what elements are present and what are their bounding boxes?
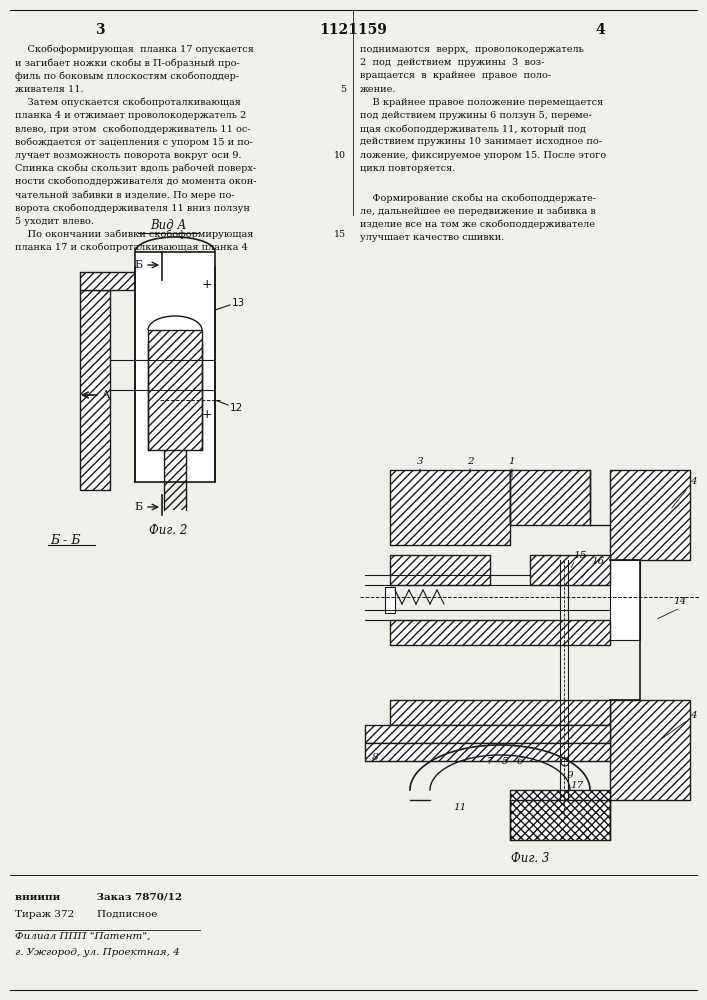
Text: 3: 3 xyxy=(95,23,105,37)
Bar xyxy=(510,470,590,525)
Bar xyxy=(390,700,610,725)
Text: планка 4 и отжимает проволокодержатель 2: планка 4 и отжимает проволокодержатель 2 xyxy=(15,111,246,120)
Text: ности скобоподдерживателя до момента окон-: ности скобоподдерживателя до момента око… xyxy=(15,177,257,186)
Bar xyxy=(610,470,690,560)
Bar xyxy=(610,470,690,560)
Bar xyxy=(510,470,590,525)
Text: 12: 12 xyxy=(230,403,243,413)
Bar xyxy=(365,743,610,761)
Bar xyxy=(390,470,510,545)
Text: Б - Б: Б - Б xyxy=(50,534,81,546)
Text: 10: 10 xyxy=(334,151,346,160)
Text: под действием пружины 6 ползун 5, переме-: под действием пружины 6 ползун 5, переме… xyxy=(360,111,592,120)
Text: 2  под  действием  пружины  3  воз-: 2 под действием пружины 3 воз- xyxy=(360,58,544,67)
Text: ворота скобоподдерживателя 11 вниз ползун: ворота скобоподдерживателя 11 вниз ползу… xyxy=(15,203,250,213)
Bar xyxy=(80,272,190,290)
Bar xyxy=(510,790,610,840)
Text: 6: 6 xyxy=(517,758,523,766)
Text: Б: Б xyxy=(135,260,143,270)
Text: А: А xyxy=(102,390,110,400)
Text: 11: 11 xyxy=(453,802,467,812)
Bar xyxy=(530,555,610,585)
Bar xyxy=(390,470,510,545)
Bar xyxy=(385,587,395,613)
Text: 2: 2 xyxy=(467,458,473,466)
Text: В крайнее правое положение перемещается: В крайнее правое положение перемещается xyxy=(360,98,603,107)
Text: Затем опускается скобопроталкивающая: Затем опускается скобопроталкивающая xyxy=(15,98,241,107)
Text: 15: 15 xyxy=(573,550,587,560)
Bar xyxy=(390,620,610,645)
Text: По окончании забивки скобоформирующая: По окончании забивки скобоформирующая xyxy=(15,230,253,239)
Text: живателя 11.: живателя 11. xyxy=(15,85,83,94)
Text: 9: 9 xyxy=(567,770,573,780)
Bar xyxy=(365,725,610,743)
Text: щая скобоподдерживатель 11, который под: щая скобоподдерживатель 11, который под xyxy=(360,124,586,134)
Text: Тираж 372       Подписное: Тираж 372 Подписное xyxy=(15,910,158,919)
Text: 5 уходит влево.: 5 уходит влево. xyxy=(15,217,94,226)
Bar xyxy=(80,290,110,490)
Text: Вид А: Вид А xyxy=(150,219,186,232)
Bar xyxy=(164,450,186,510)
Text: влево, при этом  скобоподдерживатель 11 ос-: влево, при этом скобоподдерживатель 11 о… xyxy=(15,124,250,134)
Bar xyxy=(610,700,690,800)
Bar xyxy=(365,743,610,761)
Bar xyxy=(80,272,190,290)
Text: 15: 15 xyxy=(334,230,346,239)
Text: 5: 5 xyxy=(340,85,346,94)
Text: ле, дальнейшее ее передвижение и забивка в: ле, дальнейшее ее передвижение и забивка… xyxy=(360,206,596,216)
Text: 5: 5 xyxy=(502,758,508,766)
Bar xyxy=(148,330,202,450)
Text: Формирование скобы на скобоподдержате-: Формирование скобы на скобоподдержате- xyxy=(360,193,596,203)
Bar xyxy=(390,555,490,585)
Text: ложение, фиксируемое упором 15. После этого: ложение, фиксируемое упором 15. После эт… xyxy=(360,151,606,160)
Bar xyxy=(510,790,610,840)
Text: поднимаются  веррх,  проволокодержатель: поднимаются веррх, проволокодержатель xyxy=(360,45,584,54)
Text: г. Ужгород, ул. Проектная, 4: г. Ужгород, ул. Проектная, 4 xyxy=(15,948,180,957)
Text: улучшает качество сшивки.: улучшает качество сшивки. xyxy=(360,233,504,242)
Bar xyxy=(610,700,690,800)
Text: вобождается от зацепления с упором 15 и по-: вобождается от зацепления с упором 15 и … xyxy=(15,137,253,147)
Bar xyxy=(365,725,610,743)
Bar xyxy=(610,560,640,640)
Text: Скобоформирующая  планка 17 опускается: Скобоформирующая планка 17 опускается xyxy=(15,45,254,54)
Text: 7: 7 xyxy=(486,758,493,766)
Text: 17: 17 xyxy=(571,780,583,790)
Text: +: + xyxy=(201,278,212,292)
Text: лучает возможность поворота вокруг оси 9.: лучает возможность поворота вокруг оси 9… xyxy=(15,151,242,160)
Text: +: + xyxy=(201,408,212,422)
Text: Фиг. 3: Фиг. 3 xyxy=(511,852,549,864)
Text: вниипи          Заказ 7870/12: вниипи Заказ 7870/12 xyxy=(15,893,182,902)
Text: вращается  в  крайнее  правое  поло-: вращается в крайнее правое поло- xyxy=(360,71,551,80)
Text: филь по боковым плоскостям скобоподдер-: филь по боковым плоскостям скобоподдер- xyxy=(15,71,239,81)
Circle shape xyxy=(561,758,569,766)
Text: Фиг. 2: Фиг. 2 xyxy=(148,524,187,536)
Text: 1: 1 xyxy=(509,458,515,466)
Bar xyxy=(148,330,202,450)
Text: 8: 8 xyxy=(372,754,378,762)
Text: 14: 14 xyxy=(673,597,686,606)
Bar xyxy=(390,700,610,725)
Text: планка 17 и скобопроталкивающая планка 4: планка 17 и скобопроталкивающая планка 4 xyxy=(15,243,247,252)
Text: и загибает ножки скобы в П-образный про-: и загибает ножки скобы в П-образный про- xyxy=(15,58,240,68)
Text: 4: 4 xyxy=(595,23,605,37)
Bar xyxy=(135,252,215,482)
Bar xyxy=(390,620,610,645)
Text: изделие все на том же скобоподдерживателе: изделие все на том же скобоподдерживател… xyxy=(360,220,595,229)
Text: 13: 13 xyxy=(232,298,245,308)
Text: 16: 16 xyxy=(591,558,604,566)
Text: Филиал ППП "Патент",: Филиал ППП "Патент", xyxy=(15,932,151,941)
Text: 1121159: 1121159 xyxy=(319,23,387,37)
Text: жение.: жение. xyxy=(360,85,397,94)
Bar xyxy=(80,290,110,490)
Text: 4: 4 xyxy=(690,710,696,720)
Text: действием пружины 10 занимает исходное по-: действием пружины 10 занимает исходное п… xyxy=(360,137,602,146)
Bar xyxy=(390,555,490,585)
Text: Б: Б xyxy=(135,502,143,512)
Text: 4: 4 xyxy=(690,478,696,487)
Bar xyxy=(530,555,610,585)
Text: Спинка скобы скользит вдоль рабочей поверх-: Спинка скобы скользит вдоль рабочей пове… xyxy=(15,164,256,173)
Text: 3: 3 xyxy=(416,458,423,466)
Text: цикл повторяется.: цикл повторяется. xyxy=(360,164,455,173)
Text: чательной забивки в изделие. По мере по-: чательной забивки в изделие. По мере по- xyxy=(15,190,235,200)
